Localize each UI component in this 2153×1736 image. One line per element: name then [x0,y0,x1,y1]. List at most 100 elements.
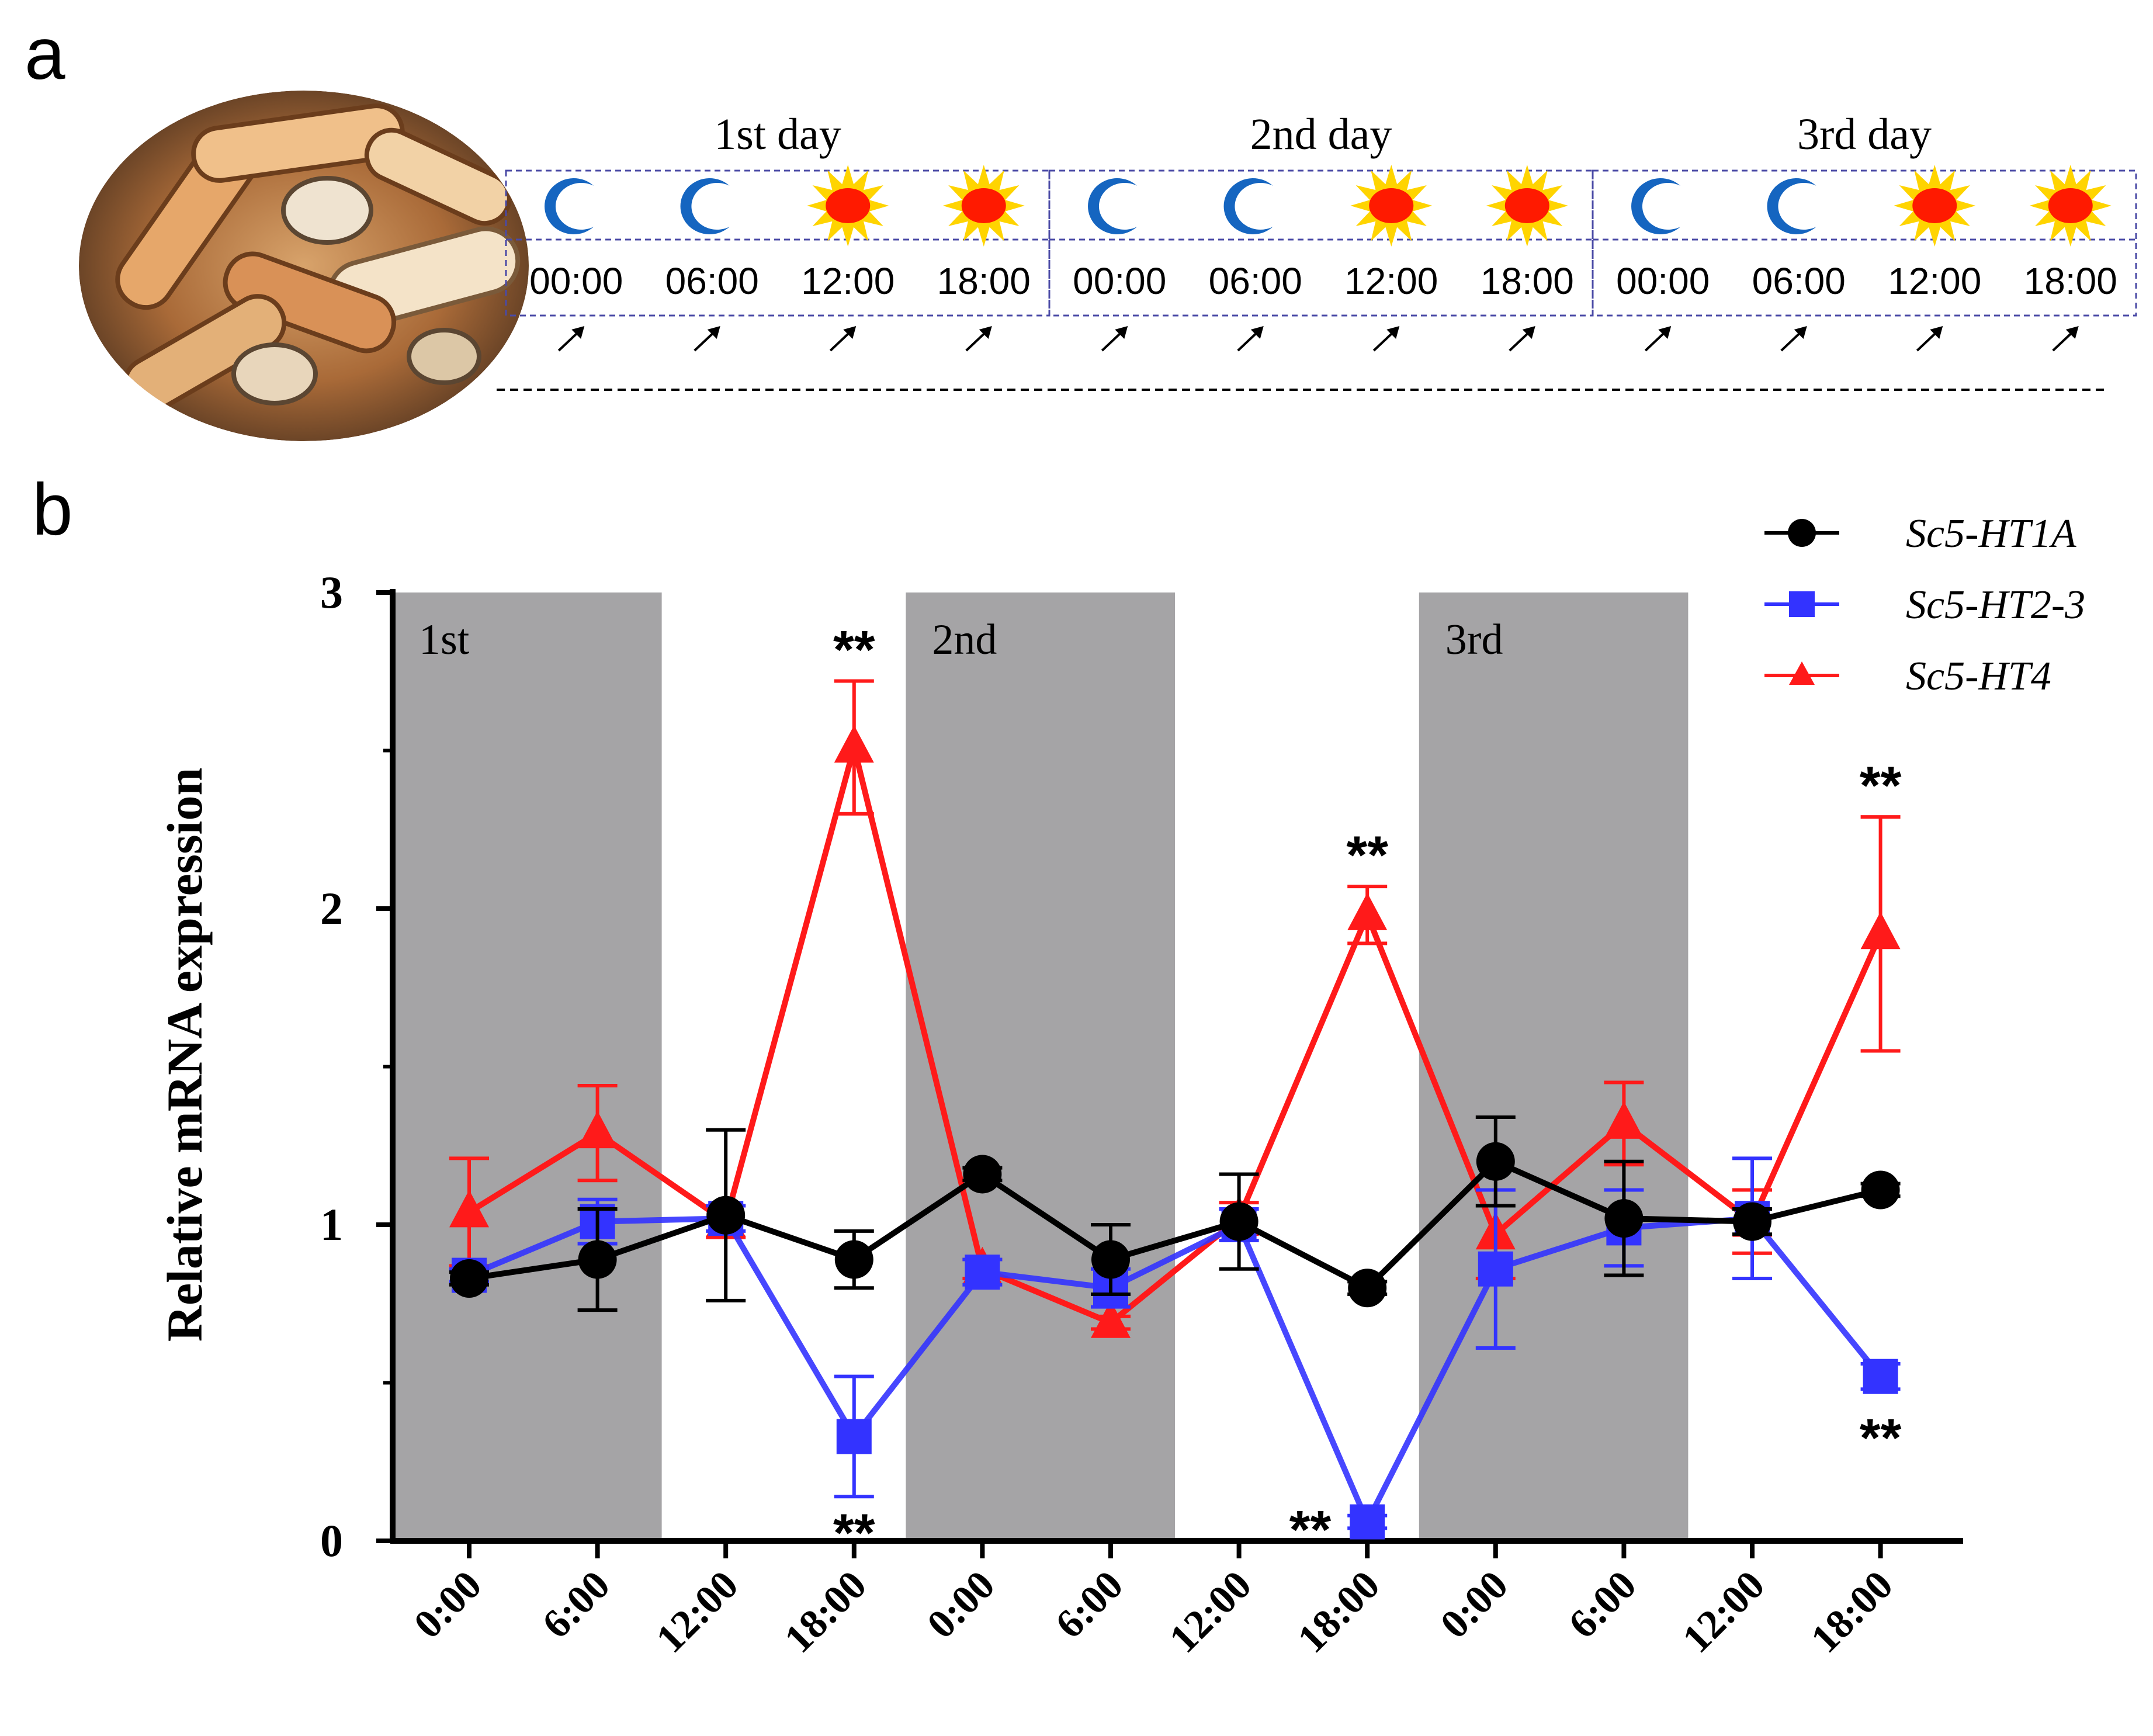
dark-bands: 1st 2nd 3rd [393,592,1689,1541]
sun-icon [942,165,1025,247]
data-point-triangle [577,1111,618,1149]
time-label: 12:00 [1344,260,1438,302]
data-point-square [1863,1359,1898,1394]
dark-band [906,592,1175,1541]
band-label: 1st [419,616,470,664]
razor-clam-photo [79,91,529,441]
sun-icon [1350,165,1433,247]
y-tick-label: 1 [320,1199,343,1250]
panel-b-letter: b [32,469,73,550]
data-point-circle [963,1155,1002,1194]
data-point-triangle [1347,892,1388,930]
data-point-circle [834,1240,873,1279]
arrow-icon [694,326,720,352]
band-label: 2nd [932,616,997,664]
arrow-icon [965,326,992,352]
time-label: 00:00 [529,260,623,302]
data-point-triangle [1091,1300,1131,1338]
significance-mark: ** [1289,1501,1332,1560]
arrow-icon [1372,326,1400,352]
legend-entry: Sc5-HT4 [1764,654,2051,699]
data-point-circle [1861,1170,1900,1210]
arrow-icon [1101,326,1128,352]
x-tick-label: 6:00 [1047,1562,1132,1647]
legend-marker [1789,591,1815,617]
moon-icon [1631,178,1681,235]
x-tick-label: 6:00 [534,1562,619,1647]
time-label: 18:00 [1481,260,1574,302]
sun-icon [807,165,889,247]
data-point-circle [706,1196,746,1235]
arrow-icon [1780,326,1807,352]
time-label: 12:00 [1888,260,1981,302]
x-tick-label: 6:00 [1561,1562,1645,1647]
data-point-triangle [1604,1101,1644,1139]
data-point-circle [1091,1240,1130,1279]
y-tick-label: 0 [320,1515,343,1566]
arrow-icon [2052,326,2079,352]
moon-icon [680,178,730,234]
time-label: 00:00 [1616,260,1710,302]
data-point-circle [578,1240,617,1279]
dark-band [393,592,662,1541]
time-label: 18:00 [2024,260,2117,302]
data-point-triangle [834,725,874,763]
y-axis-title: Relative mRNA expression [157,768,213,1342]
moon-icon [1223,178,1273,235]
data-point-square [1350,1504,1385,1540]
significance-mark: ** [833,620,875,680]
data-point-square [965,1255,1000,1290]
y-tick-label: 2 [320,883,343,934]
time-label: 00:00 [1073,260,1166,302]
x-tick-label: 12:00 [1161,1562,1260,1662]
day-label: 2nd day [1250,110,1392,159]
x-tick-label: 18:00 [1802,1562,1902,1662]
sun-icon [1894,165,1976,247]
x-tick-label: 0:00 [1432,1562,1517,1647]
data-point-circle [1348,1269,1387,1308]
sampling-schedule: 1st day 00:00 06:00 12:00 18:00 2nd day 00:00 0… [497,110,2137,391]
data-point-triangle [1860,912,1901,950]
legend-entry: Sc5-HT1A [1764,511,2076,556]
day-block-1: 1st day 00:00 06:00 12:00 18:00 [505,110,1051,352]
data-point-triangle [449,1190,489,1228]
legend-marker [1788,519,1816,547]
moon-icon [1088,178,1138,235]
day-block-2: 2nd day 00:00 06:00 12:00 18:00 [1048,110,1594,352]
sun-icon [2029,165,2112,247]
x-tick-label: 0:00 [919,1562,1004,1647]
legend-label: Sc5-HT2-3 [1906,583,2085,628]
legend-label: Sc5-HT1A [1906,511,2076,556]
moon-icon [1767,178,1816,235]
data-point-circle [1476,1142,1515,1181]
day-label: 1st day [714,110,841,159]
series-layer [449,679,1901,1540]
data-point-square [836,1419,872,1454]
series-line [468,1215,1883,1525]
time-label: 06:00 [1752,260,1846,302]
significance-mark: ** [1860,1408,1902,1468]
significance-annotations: ** ** ** ** ** ** [833,620,1902,1563]
data-point-circle [450,1259,488,1298]
legend: Sc5-HT1A Sc5-HT2-3 Sc5-HT4 [1764,511,2085,699]
sun-icon [1486,165,1568,247]
data-point-circle [1219,1202,1258,1241]
legend-marker [1789,661,1815,685]
series-line [467,744,1884,1326]
significance-mark: ** [1860,756,1902,816]
clam-shells [115,103,521,413]
time-label: 06:00 [1209,260,1302,302]
arrow-icon [1509,326,1535,352]
significance-mark: ** [1346,826,1388,885]
significance-mark: ** [833,1503,875,1563]
series-line [469,1158,1881,1291]
y-tick-label: 3 [320,567,343,618]
arrow-icon [829,326,857,352]
dark-band [1419,592,1689,1541]
moon-icon [545,178,594,234]
legend-label: Sc5-HT4 [1906,654,2051,699]
day-box [1592,169,2137,317]
time-label: 06:00 [665,260,759,302]
x-tick-label: 18:00 [776,1562,875,1662]
